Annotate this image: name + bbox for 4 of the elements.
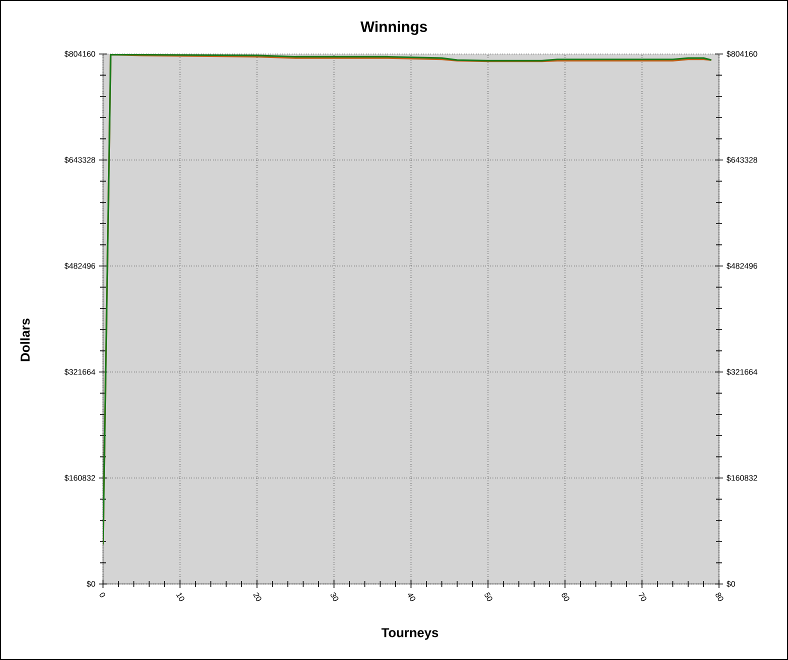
chart-title: Winnings	[360, 20, 427, 35]
line-series	[103, 54, 712, 546]
x-axis-title: Tourneys	[381, 628, 438, 640]
y-axis-title: Dollars	[20, 318, 30, 362]
